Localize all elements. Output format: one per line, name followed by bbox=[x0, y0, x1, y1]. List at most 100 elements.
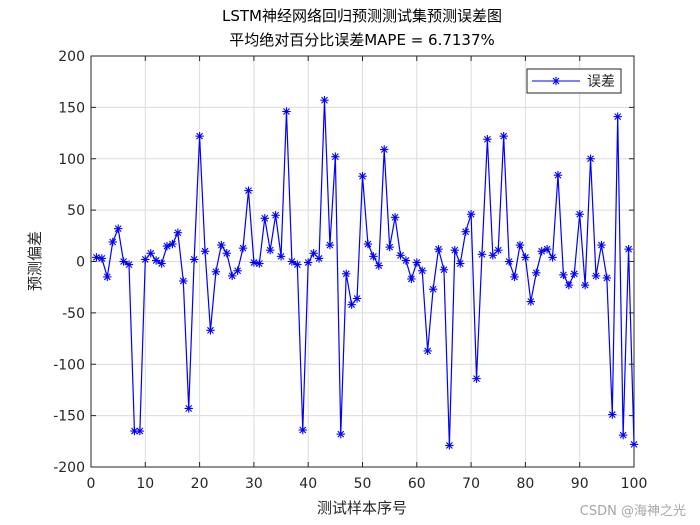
data-point bbox=[108, 237, 117, 247]
data-point bbox=[380, 145, 389, 154]
x-tick-label: 50 bbox=[354, 476, 372, 492]
data-point bbox=[396, 251, 405, 260]
y-tick-label: 0 bbox=[76, 255, 85, 271]
data-point bbox=[244, 186, 253, 195]
data-point bbox=[624, 244, 633, 254]
chart-subtitle: 平均绝对百分比误差MAPE = 6.7137% bbox=[229, 31, 495, 49]
data-point bbox=[309, 249, 318, 258]
data-point bbox=[363, 239, 373, 249]
data-point bbox=[428, 285, 438, 294]
data-point bbox=[439, 265, 449, 274]
x-tick-label: 90 bbox=[571, 476, 589, 492]
legend-asterisk-marker bbox=[551, 76, 561, 86]
y-tick-label: -100 bbox=[53, 357, 85, 373]
data-point bbox=[542, 244, 552, 254]
data-point bbox=[124, 260, 134, 269]
data-point bbox=[298, 425, 307, 435]
data-point bbox=[418, 266, 427, 275]
data-point bbox=[347, 300, 356, 309]
data-point bbox=[358, 172, 367, 181]
data-point bbox=[450, 245, 460, 255]
watermark: CSDN @海神之光 bbox=[579, 504, 686, 519]
data-point bbox=[103, 272, 112, 282]
x-tick-label: 60 bbox=[408, 476, 426, 492]
series-error bbox=[92, 95, 639, 450]
x-tick-label: 20 bbox=[191, 476, 209, 492]
y-tick-label: -200 bbox=[53, 460, 85, 476]
data-point bbox=[488, 251, 498, 260]
data-point bbox=[423, 346, 432, 356]
data-point bbox=[570, 269, 579, 279]
data-point bbox=[135, 426, 145, 436]
data-point bbox=[222, 249, 231, 258]
data-point bbox=[260, 214, 269, 223]
data-point bbox=[445, 441, 454, 450]
x-tick-label: 10 bbox=[136, 476, 154, 492]
y-tick-labels: -200 -150 -100 -50 0 50 100 150 200 bbox=[53, 49, 85, 476]
data-point bbox=[461, 227, 470, 236]
data-point bbox=[184, 404, 193, 413]
x-tick-label: 40 bbox=[299, 476, 317, 492]
data-point bbox=[265, 245, 275, 255]
x-axis-label: 测试样本序号 bbox=[317, 499, 407, 517]
data-point bbox=[189, 255, 199, 264]
data-point bbox=[97, 254, 107, 263]
data-point bbox=[325, 240, 335, 250]
data-point bbox=[548, 253, 557, 262]
data-point bbox=[249, 258, 259, 267]
data-point bbox=[466, 210, 476, 219]
data-point bbox=[119, 257, 128, 266]
data-point bbox=[629, 440, 639, 449]
data-point bbox=[407, 274, 416, 284]
data-point bbox=[227, 271, 237, 281]
data-point bbox=[238, 243, 248, 253]
data-point bbox=[434, 244, 443, 254]
data-point bbox=[293, 260, 302, 269]
x-tick-label: 70 bbox=[462, 476, 480, 492]
data-point bbox=[369, 252, 378, 261]
data-point bbox=[282, 107, 291, 116]
data-point bbox=[472, 374, 481, 383]
x-tick-label: 0 bbox=[87, 476, 96, 492]
y-tick-label: -50 bbox=[62, 306, 85, 322]
data-point bbox=[179, 276, 188, 286]
data-point bbox=[173, 228, 183, 237]
legend-label-error: 误差 bbox=[587, 74, 615, 90]
data-point bbox=[271, 211, 280, 220]
y-tick-label: -150 bbox=[53, 409, 85, 425]
data-point bbox=[412, 258, 421, 267]
data-point bbox=[613, 112, 622, 121]
x-tick-labels: 0 10 20 30 40 50 60 70 80 90 100 bbox=[87, 476, 648, 492]
data-point bbox=[146, 249, 155, 258]
data-point bbox=[602, 273, 612, 283]
data-point bbox=[559, 270, 568, 280]
y-axis-label: 预测偏差 bbox=[26, 231, 44, 291]
data-point bbox=[608, 410, 617, 419]
data-point bbox=[342, 269, 351, 279]
data-point bbox=[504, 257, 514, 266]
y-tick-label: 150 bbox=[58, 100, 85, 116]
chart-title: LSTM神经网络回归预测测试集预测误差图 bbox=[222, 7, 502, 25]
data-point bbox=[390, 213, 400, 222]
data-point bbox=[564, 280, 574, 290]
data-point bbox=[200, 247, 210, 256]
data-point bbox=[157, 259, 166, 268]
data-point bbox=[92, 253, 101, 262]
x-tick-label: 80 bbox=[516, 476, 534, 492]
data-point bbox=[141, 255, 150, 264]
data-point bbox=[510, 272, 519, 282]
data-point bbox=[113, 224, 123, 233]
y-tick-label: 100 bbox=[58, 152, 85, 168]
data-point bbox=[526, 297, 536, 306]
data-point bbox=[521, 253, 530, 262]
data-point bbox=[276, 252, 286, 261]
data-point bbox=[499, 131, 508, 141]
data-point bbox=[233, 266, 242, 275]
data-point bbox=[336, 429, 345, 439]
data-point bbox=[331, 152, 340, 161]
legend-marker-star bbox=[551, 76, 561, 86]
data-point bbox=[211, 267, 221, 276]
data-point bbox=[304, 258, 313, 267]
series-line bbox=[96, 100, 635, 446]
